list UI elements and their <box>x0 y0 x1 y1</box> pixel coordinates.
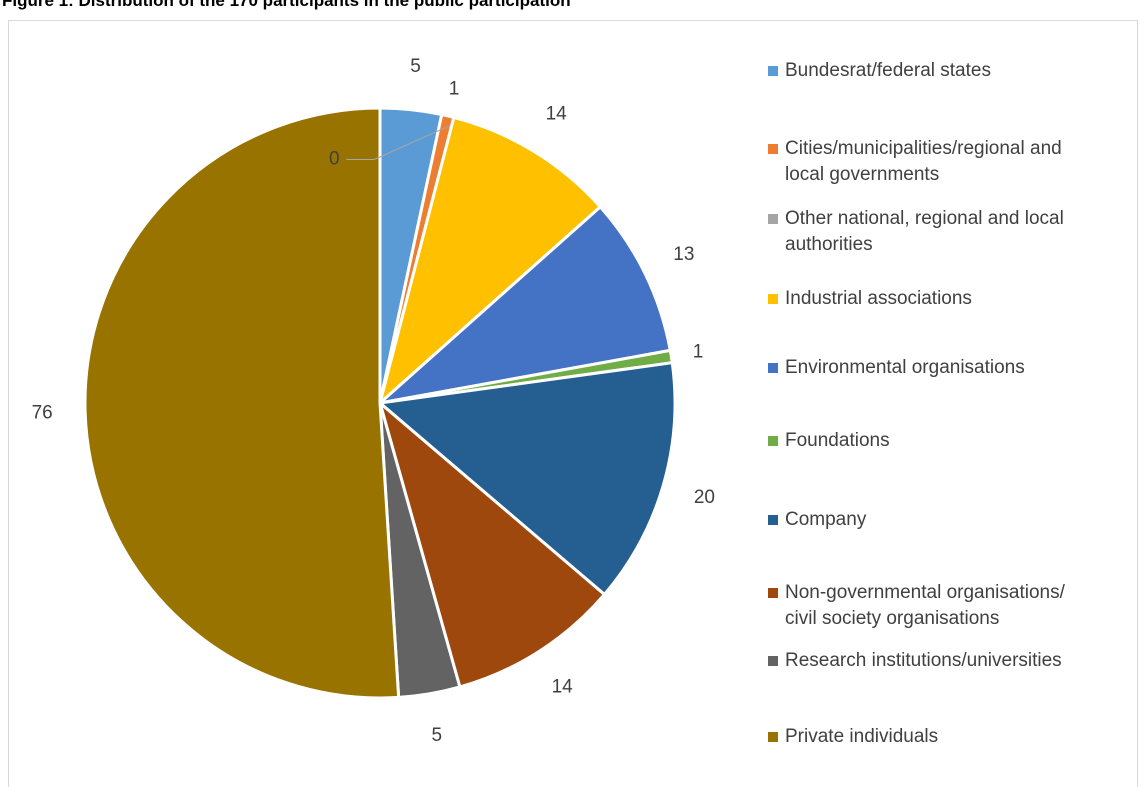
legend-label-non-governmental-organisations-civil-society-organisations-line-1: Non-governmental organisations/ <box>785 582 1065 603</box>
legend-swatch-bundesrat-federal-states <box>768 66 778 76</box>
legend-swatch-private-individuals <box>768 732 778 742</box>
pie-slices <box>83 106 677 700</box>
figure-title-text: Figure 1: Distribution of the 170 partic… <box>2 0 571 10</box>
legend-swatch-non-governmental-organisations-civil-society-organisations <box>768 588 778 598</box>
legend-label-non-governmental-organisations-civil-society-organisations-line-2: civil society organisations <box>785 608 1000 629</box>
legend-label-bundesrat-federal-states: Bundesrat/federal states <box>785 60 991 81</box>
legend-swatch-environmental-organisations <box>768 363 778 373</box>
legend-label-foundations: Foundations <box>785 430 890 451</box>
data-label-cities-municipalities-regional-and-local-governments: 1 <box>449 79 460 100</box>
data-label-non-governmental-organisations-civil-society-organisations: 14 <box>552 677 574 698</box>
legend-item-private-individuals: Private individuals <box>768 724 1128 750</box>
data-label-environmental-organisations: 13 <box>673 244 694 265</box>
legend-label-private-individuals: Private individuals <box>785 726 939 747</box>
legend-label-other-national-regional-and-local-authorities-line-1: Other national, regional and local <box>785 208 1064 229</box>
data-label-industrial-associations: 14 <box>546 104 568 125</box>
pie-slice-non-governmental-organisations-civil-society-organisations <box>377 398 607 689</box>
figure-title: Figure 1: Distribution of the 170 partic… <box>0 0 1147 18</box>
pie-slice-company <box>376 361 677 597</box>
legend-label-cities-municipalities-regional-and-local-governments-line-2: local governments <box>785 164 940 185</box>
legend-swatch-research-institutions-universities <box>768 656 778 666</box>
legend-label-environmental-organisations: Environmental organisations <box>785 357 1025 378</box>
data-label-other-national-regional-and-local-authorities: 0 <box>329 148 340 169</box>
legend-item-bundesrat-federal-states: Bundesrat/federal states <box>768 58 1128 84</box>
data-labels: 5 1 0 14 13 1 20 14 5 76 <box>32 56 715 746</box>
legend-item-cities-municipalities-regional-and-local-governments: Cities/municipalities/regional and local … <box>768 136 1128 188</box>
legend-label-other-national-regional-and-local-authorities-line-2: authorities <box>785 234 873 255</box>
legend-item-other-national-regional-and-local-authorities: Other national, regional and local author… <box>768 206 1128 258</box>
legend-label-research-institutions-universities: Research institutions/universities <box>785 650 1062 671</box>
pie-slice-industrial-associations <box>377 115 603 408</box>
legend-label-company: Company <box>785 509 867 530</box>
legend-swatch-other-national-regional-and-local-authorities <box>768 214 778 224</box>
data-label-foundations: 1 <box>693 341 704 362</box>
legend-item-foundations: Foundations <box>768 428 1128 454</box>
data-label-bundesrat-federal-states: 5 <box>410 56 421 77</box>
legend-swatch-company <box>768 515 778 525</box>
leader-line-other-national-regional-and-local-authorities <box>346 124 451 160</box>
chart-frame <box>8 20 1138 787</box>
legend-item-industrial-associations: Industrial associations <box>768 286 1128 312</box>
legend-swatch-foundations <box>768 436 778 446</box>
leader-lines <box>346 124 451 160</box>
pie-slice-private-individuals <box>83 106 401 700</box>
data-label-private-individuals: 76 <box>32 403 53 424</box>
legend-swatch-industrial-associations <box>768 294 778 304</box>
data-label-research-institutions-universities: 5 <box>431 725 442 746</box>
legend-item-non-governmental-organisations-civil-society-organisations: Non-governmental organisations/civil soc… <box>768 580 1128 632</box>
legend-label-cities-municipalities-regional-and-local-governments-line-1: Cities/municipalities/regional and <box>785 138 1062 159</box>
pie-slice-environmental-organisations <box>375 204 673 406</box>
legend-label-industrial-associations: Industrial associations <box>785 288 972 309</box>
data-label-company: 20 <box>694 487 715 508</box>
legend-item-company: Company <box>768 507 1128 533</box>
legend-item-research-institutions-universities: Research institutions/universities <box>768 648 1128 674</box>
legend-item-environmental-organisations: Environmental organisations <box>768 355 1128 381</box>
legend-swatch-cities-municipalities-regional-and-local-governments <box>768 144 778 154</box>
